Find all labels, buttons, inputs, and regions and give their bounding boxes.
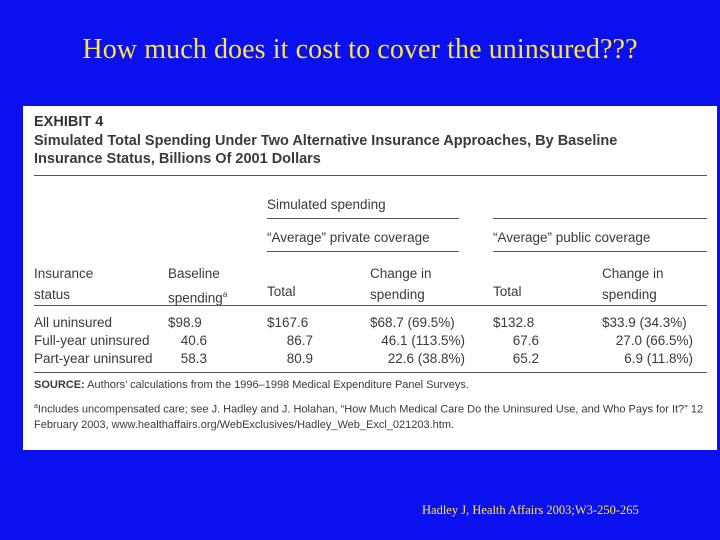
exhibit-panel: EXHIBIT 4 Simulated Total Spending Under…: [23, 106, 717, 450]
row-public-total: 67.6: [512, 333, 539, 348]
footnote: aIncludes uncompensated care; see J. Had…: [34, 399, 706, 433]
row-public-change: 27.0 (66.5%): [615, 333, 693, 348]
exhibit-label: EXHIBIT 4: [34, 114, 104, 130]
rule-top: [34, 175, 707, 176]
row-private-total: 80.9: [286, 351, 313, 366]
rule-public-group: [493, 218, 707, 219]
row-status: Full-year uninsured: [34, 333, 150, 348]
rule-private-sub: [267, 251, 459, 252]
rule-bottom: [34, 372, 707, 373]
exhibit-title-line2: Insurance Status, Billions Of 2001 Dolla…: [34, 151, 321, 167]
row-private-total: 86.7: [286, 333, 313, 348]
citation: Hadley J, Health Affairs 2003;W3-250-265: [422, 503, 639, 517]
source-text: Authors’ calculations from the 1996–1998…: [84, 379, 469, 391]
exhibit-title: Simulated Total Spending Under Two Alter…: [34, 132, 714, 168]
row-baseline: 58.3: [180, 351, 207, 366]
row-private-total: $167.6: [267, 315, 309, 330]
footnote-sup: a: [34, 403, 38, 410]
header-public-coverage: “Average” public coverage: [493, 230, 651, 245]
rule-private-group: [267, 218, 459, 219]
row-private-change: 22.6 (38.8%): [387, 351, 465, 366]
header-private-coverage: “Average” private coverage: [267, 230, 430, 245]
row-baseline: $98.9: [168, 315, 202, 330]
row-status: All uninsured: [34, 315, 113, 330]
col-header-baseline: Baseline spendinga: [168, 266, 228, 306]
source-note: SOURCE: Authors’ calculations from the 1…: [34, 379, 469, 391]
col-header-private-total: Total: [267, 284, 296, 299]
footnote-text: Includes uncompensated care; see J. Hadl…: [34, 403, 704, 431]
row-public-change: $33.9 (34.3%): [602, 315, 687, 330]
exhibit-title-line1: Simulated Total Spending Under Two Alter…: [34, 133, 618, 149]
footnote-marker: a: [222, 290, 228, 299]
row-public-total: 65.2: [512, 351, 539, 366]
row-public-change: 6.9 (11.8%): [624, 351, 693, 366]
col-header-public-total: Total: [493, 284, 522, 299]
col-header-private-change: Change in spending: [370, 266, 432, 302]
col-header-public-change: Change in spending: [602, 266, 664, 302]
col-header-status: Insurance status: [34, 266, 94, 302]
rule-header-bottom: [34, 305, 707, 306]
group-header-simulated: Simulated spending: [267, 197, 386, 212]
slide-title: How much does it cost to cover the unins…: [82, 34, 638, 65]
row-public-total: $132.8: [493, 315, 535, 330]
source-label: SOURCE:: [34, 379, 85, 391]
row-private-change: 46.1 (113.5%): [381, 333, 465, 348]
rule-public-sub: [493, 251, 707, 252]
row-status: Part-year uninsured: [34, 351, 153, 366]
row-baseline: 40.6: [180, 333, 207, 348]
row-private-change: $68.7 (69.5%): [370, 315, 455, 330]
